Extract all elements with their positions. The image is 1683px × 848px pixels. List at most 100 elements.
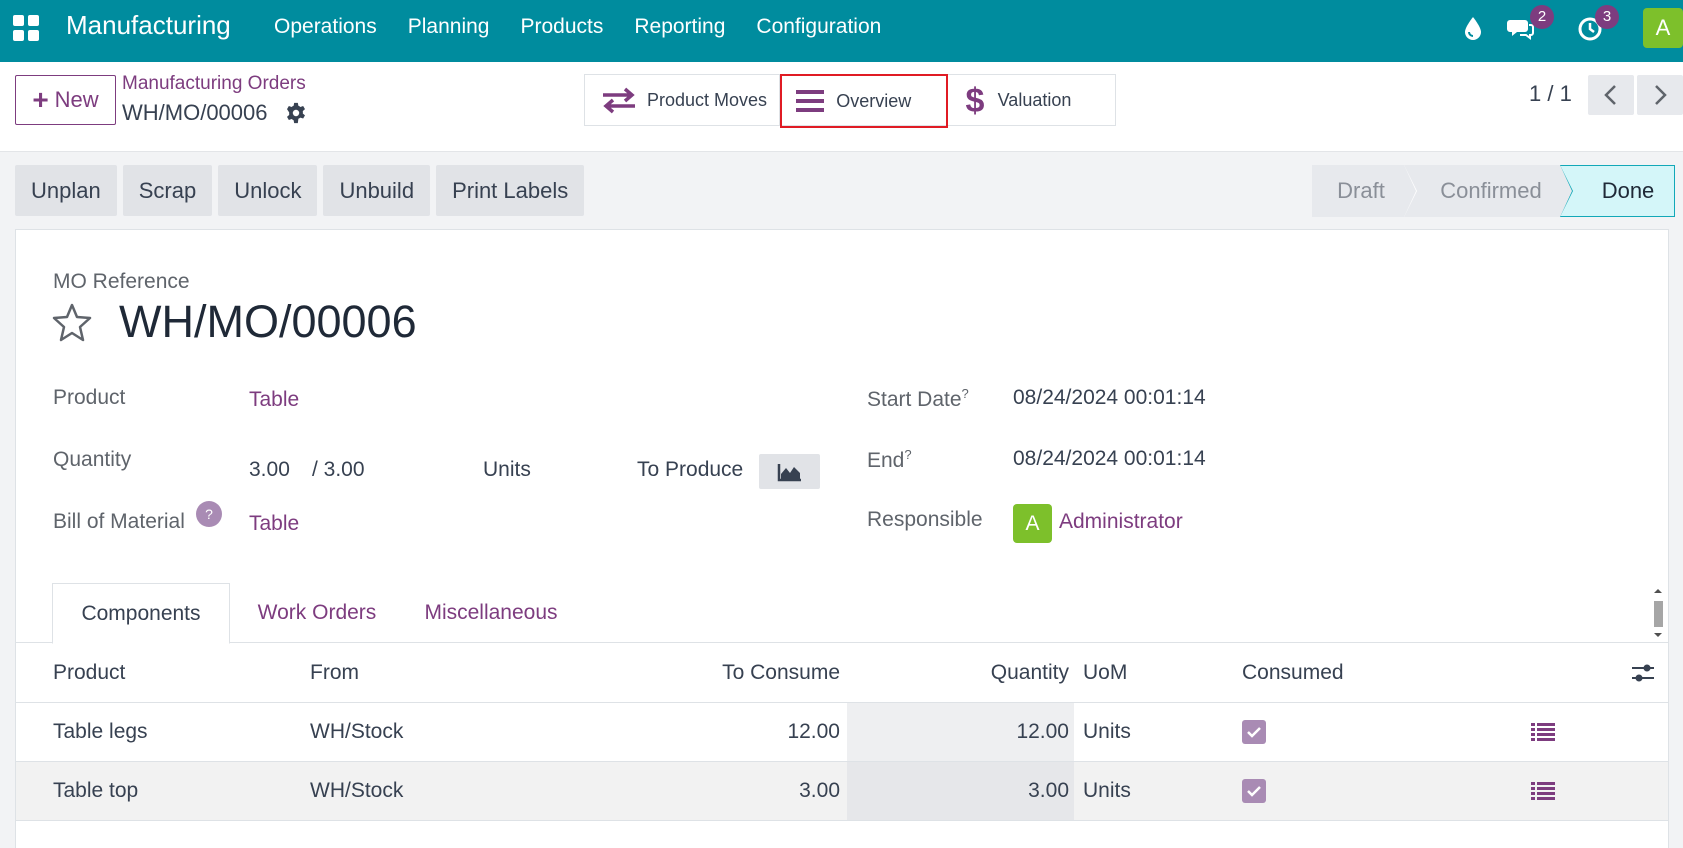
components-table: Product From To Consume Quantity UoM Con…	[16, 643, 1668, 821]
row-product[interactable]: Table top	[53, 779, 139, 802]
table-row[interactable]: Table legs WH/Stock 12.00 12.00 Units	[16, 703, 1668, 762]
pager-next-button[interactable]	[1637, 75, 1683, 115]
col-to-consume[interactable]: To Consume	[722, 660, 840, 684]
row-quantity[interactable]: 3.00	[1028, 779, 1069, 802]
table-row[interactable]: Table top WH/Stock 3.00 3.00 Units	[16, 762, 1668, 821]
status-done-label: Done	[1601, 178, 1655, 203]
row-details-button[interactable]	[1530, 762, 1556, 820]
bom-link[interactable]: Table	[249, 512, 300, 535]
quantity-total: / 3.00	[312, 458, 365, 481]
row-from[interactable]: WH/Stock	[310, 720, 404, 743]
quantity-cell-background	[847, 703, 1074, 761]
col-from[interactable]: From	[310, 660, 359, 684]
dollar-icon: $	[965, 82, 984, 118]
product-label: Product	[53, 386, 126, 409]
status-draft[interactable]: Draft	[1312, 165, 1417, 217]
activities-badge: 3	[1595, 5, 1619, 29]
row-product[interactable]: Table legs	[53, 720, 148, 743]
row-uom: Units	[1083, 779, 1131, 802]
pager-previous-button[interactable]	[1588, 75, 1634, 115]
app-name[interactable]: Manufacturing	[66, 10, 231, 40]
row-quantity[interactable]: 12.00	[1016, 720, 1069, 743]
valuation-button[interactable]: $ Valuation	[948, 75, 1115, 125]
col-uom[interactable]: UoM	[1083, 660, 1128, 684]
unbuild-button[interactable]: Unbuild	[323, 165, 431, 216]
menu-products[interactable]: Products	[520, 15, 604, 38]
quantity-uom: Units	[483, 458, 531, 481]
top-navbar: Manufacturing Operations Planning Produc…	[0, 0, 1683, 62]
main-menu: Operations Planning Products Reporting C…	[274, 15, 912, 39]
start-date-value[interactable]: 08/24/2024 00:01:14	[1013, 386, 1206, 409]
menu-operations[interactable]: Operations	[274, 15, 377, 38]
checkmark-icon	[1247, 727, 1261, 738]
tab-miscellaneous[interactable]: Miscellaneous	[424, 601, 558, 624]
end-date-label-text: End	[867, 449, 905, 472]
product-moves-label: Product Moves	[647, 89, 768, 110]
start-date-help-icon[interactable]: ?	[961, 386, 969, 401]
star-icon[interactable]	[52, 302, 92, 342]
chevron-right-icon	[1655, 85, 1667, 105]
row-consumed-checkbox[interactable]	[1242, 703, 1266, 761]
status-done[interactable]: Done	[1560, 165, 1675, 217]
scroll-thumb[interactable]	[1654, 601, 1663, 627]
breadcrumb-manufacturing-orders[interactable]: Manufacturing Orders	[122, 73, 306, 94]
apps-menu-icon[interactable]	[12, 14, 40, 42]
tab-work-orders[interactable]: Work Orders	[257, 601, 377, 624]
scroll-up-icon[interactable]	[1652, 586, 1664, 596]
forecast-button[interactable]	[759, 454, 820, 489]
menu-planning[interactable]: Planning	[407, 15, 490, 38]
mo-reference-label: MO Reference	[53, 270, 190, 293]
print-labels-button[interactable]: Print Labels	[436, 165, 585, 216]
scrap-button[interactable]: Scrap	[122, 165, 213, 216]
menu-configuration[interactable]: Configuration	[756, 15, 882, 38]
user-avatar[interactable]: A	[1643, 8, 1683, 48]
bom-help-icon[interactable]: ?	[196, 501, 222, 527]
valuation-label: Valuation	[997, 89, 1072, 110]
product-moves-button[interactable]: Product Moves	[585, 75, 781, 125]
svg-text:$: $	[965, 82, 984, 118]
row-consumed-checkbox[interactable]	[1242, 762, 1266, 820]
bom-label: Bill of Material	[53, 510, 185, 533]
messages-icon[interactable]	[1507, 14, 1535, 42]
gear-icon[interactable]	[285, 102, 307, 124]
col-quantity[interactable]: Quantity	[990, 660, 1069, 684]
notebook-tabs: Components Work Orders Miscellaneous	[16, 583, 1668, 644]
sliders-icon	[1632, 664, 1654, 681]
status-draft-label: Draft	[1337, 178, 1385, 203]
overview-button[interactable]: Overview	[780, 74, 948, 128]
col-product[interactable]: Product	[53, 660, 126, 684]
unlock-button[interactable]: Unlock	[218, 165, 318, 216]
control-panel: + New Manufacturing Orders WH/MO/00006 P…	[0, 62, 1683, 152]
row-to-consume: 12.00	[787, 720, 840, 743]
tabs-scrollbar[interactable]	[1652, 584, 1664, 640]
responsible-avatar: A	[1013, 504, 1052, 543]
end-date-label: End?	[867, 447, 912, 473]
activities-clock-icon[interactable]	[1576, 14, 1604, 42]
mo-reference-title: WH/MO/00006	[119, 296, 417, 347]
end-date-value[interactable]: 08/24/2024 00:01:14	[1013, 447, 1206, 470]
responsible-label: Responsible	[867, 508, 983, 531]
quantity-value: 3.00	[249, 458, 290, 481]
product-link[interactable]: Table	[249, 388, 300, 411]
tab-components[interactable]: Components	[52, 583, 230, 644]
row-details-button[interactable]	[1530, 703, 1556, 761]
quantity-cell-background	[847, 762, 1074, 820]
responsible-link[interactable]: Administrator	[1059, 510, 1183, 533]
scroll-down-icon[interactable]	[1652, 630, 1664, 640]
chevron-left-icon	[1604, 85, 1616, 105]
status-confirmed[interactable]: Confirmed	[1404, 165, 1573, 217]
end-date-help-icon[interactable]: ?	[904, 447, 912, 462]
start-date-label-text: Start Date	[867, 388, 962, 411]
list-bars-icon	[796, 90, 825, 112]
table-header: Product From To Consume Quantity UoM Con…	[16, 643, 1668, 703]
new-button-label: New	[54, 87, 99, 112]
unplan-button[interactable]: Unplan	[15, 165, 117, 216]
drop-icon[interactable]	[1459, 14, 1487, 42]
col-consumed[interactable]: Consumed	[1242, 660, 1344, 684]
optional-columns-toggle[interactable]	[1630, 643, 1656, 702]
new-button[interactable]: + New	[15, 75, 116, 125]
menu-reporting[interactable]: Reporting	[634, 15, 726, 38]
pager-value[interactable]: 1 / 1	[1529, 81, 1572, 106]
row-from[interactable]: WH/Stock	[310, 779, 404, 802]
detailed-list-icon	[1531, 723, 1555, 741]
